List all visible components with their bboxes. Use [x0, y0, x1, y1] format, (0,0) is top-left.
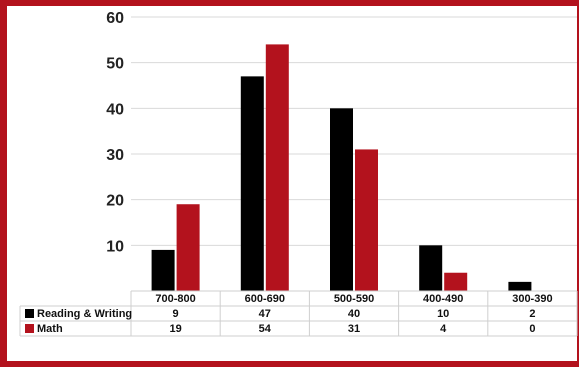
data-label: 10	[437, 308, 449, 320]
y-axis-ticks: 10 20 30 40 50 60	[106, 10, 124, 255]
y-tick-label: 60	[106, 10, 124, 27]
bar-math	[176, 204, 200, 291]
data-label: 9	[173, 308, 179, 320]
bar-reading-writing	[240, 76, 264, 291]
legend-swatch	[25, 309, 34, 318]
bar-math	[355, 149, 378, 291]
data-label: 31	[348, 323, 360, 335]
legend-swatch	[25, 324, 34, 333]
data-label: 0	[529, 323, 535, 335]
bar-reading-writing	[330, 108, 353, 291]
legend-label: Math	[37, 323, 63, 335]
category-label: 500-590	[334, 293, 374, 305]
y-tick-label: 10	[106, 238, 124, 255]
data-label: 40	[348, 308, 360, 320]
category-label: 400-490	[423, 293, 463, 305]
bars	[151, 44, 532, 292]
legend-label: Reading & Writing	[37, 308, 132, 320]
y-tick-label: 50	[106, 56, 124, 73]
category-label: 700-800	[155, 293, 195, 305]
bar-reading-writing	[151, 249, 175, 291]
bar-reading-writing	[508, 281, 532, 291]
y-tick-label: 30	[106, 147, 124, 164]
bar-math	[265, 44, 289, 292]
data-label: 47	[259, 308, 271, 320]
y-tick-label: 20	[106, 193, 124, 210]
category-label: 300-390	[512, 293, 552, 305]
data-label: 54	[259, 323, 272, 335]
data-label: 19	[169, 323, 181, 335]
category-label: 600-690	[245, 293, 285, 305]
bar-math	[444, 272, 468, 291]
data-label: 4	[440, 323, 447, 335]
data-table: 700-800 600-690 500-590 400-490 300-390 Readi…	[19, 290, 578, 337]
bar-reading-writing	[419, 245, 443, 291]
gridlines	[131, 16, 577, 246]
data-label: 2	[529, 308, 535, 320]
y-tick-label: 40	[106, 101, 124, 118]
